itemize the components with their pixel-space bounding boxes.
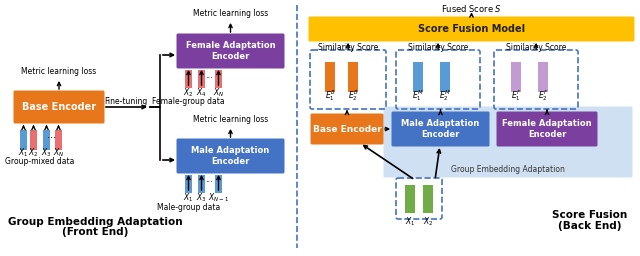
Text: Metric learning loss: Metric learning loss	[193, 8, 268, 17]
Text: Similarity Score: Similarity Score	[408, 42, 468, 51]
Text: $X_2$: $X_2$	[183, 87, 194, 99]
Bar	[348, 62, 358, 92]
Text: $X_1$: $X_1$	[19, 147, 29, 159]
Text: $E_1^F$: $E_1^F$	[511, 89, 522, 103]
FancyBboxPatch shape	[392, 112, 490, 146]
Text: ...: ...	[205, 176, 213, 185]
Text: Male-group data: Male-group data	[157, 202, 220, 211]
Text: Male Adaptation
Encoder: Male Adaptation Encoder	[191, 146, 269, 166]
Text: (Back End): (Back End)	[558, 221, 621, 231]
Text: $X_N$: $X_N$	[52, 147, 64, 159]
Bar	[185, 175, 192, 193]
Text: Metric learning loss: Metric learning loss	[21, 68, 97, 77]
Bar	[440, 62, 450, 92]
Bar	[511, 62, 521, 92]
Text: Score Fusion: Score Fusion	[552, 210, 628, 220]
Text: $X_2$: $X_2$	[423, 216, 433, 228]
Text: ...: ...	[205, 70, 213, 80]
Bar	[198, 70, 205, 88]
Bar	[198, 175, 205, 193]
Text: $E_2^F$: $E_2^F$	[538, 89, 548, 103]
Bar	[423, 185, 433, 213]
Text: $X_3$: $X_3$	[41, 147, 52, 159]
Text: $E_2^B$: $E_2^B$	[348, 89, 358, 103]
Text: $X_N$: $X_N$	[212, 87, 224, 99]
FancyBboxPatch shape	[13, 91, 104, 123]
Text: $X_3$: $X_3$	[196, 192, 207, 204]
Bar	[215, 70, 222, 88]
Text: Female Adaptation
Encoder: Female Adaptation Encoder	[502, 119, 592, 139]
Text: Female-group data: Female-group data	[152, 97, 225, 105]
Bar	[30, 130, 37, 150]
Text: $X_1$: $X_1$	[183, 192, 194, 204]
FancyBboxPatch shape	[177, 138, 285, 174]
Text: $X_4$: $X_4$	[196, 87, 207, 99]
Text: Group Embedding Adaptation: Group Embedding Adaptation	[451, 165, 565, 175]
Text: Fused Score $S$: Fused Score $S$	[441, 4, 502, 15]
Text: (Front End): (Front End)	[62, 227, 128, 237]
Text: Group-mixed data: Group-mixed data	[5, 157, 75, 166]
Text: Similarity Score: Similarity Score	[506, 42, 566, 51]
FancyBboxPatch shape	[310, 113, 383, 144]
Bar	[43, 130, 50, 150]
Text: ...: ...	[47, 130, 56, 140]
Bar	[185, 70, 192, 88]
Bar	[20, 130, 27, 150]
Text: $X_2$: $X_2$	[28, 147, 39, 159]
Text: $X_1$: $X_1$	[404, 216, 415, 228]
Text: $E_2^M$: $E_2^M$	[439, 89, 451, 103]
Text: Base Encoder: Base Encoder	[22, 102, 96, 112]
Text: Fine-tuning: Fine-tuning	[104, 98, 148, 106]
Bar	[413, 62, 423, 92]
Text: Female Adaptation
Encoder: Female Adaptation Encoder	[186, 41, 275, 61]
Text: Group Embedding Adaptation: Group Embedding Adaptation	[8, 217, 182, 227]
Text: Base Encoder: Base Encoder	[312, 124, 381, 133]
Bar	[405, 185, 415, 213]
FancyBboxPatch shape	[497, 112, 598, 146]
Bar	[215, 175, 222, 193]
Text: Metric learning loss: Metric learning loss	[193, 115, 268, 124]
Text: Score Fusion Model: Score Fusion Model	[418, 24, 525, 34]
Text: Male Adaptation
Encoder: Male Adaptation Encoder	[401, 119, 479, 139]
FancyBboxPatch shape	[383, 106, 632, 177]
FancyBboxPatch shape	[177, 34, 285, 69]
Text: Similarity Score: Similarity Score	[318, 42, 378, 51]
Bar	[55, 130, 62, 150]
Bar	[325, 62, 335, 92]
FancyBboxPatch shape	[308, 16, 634, 41]
Text: $E_1^B$: $E_1^B$	[324, 89, 335, 103]
Text: $E_1^M$: $E_1^M$	[412, 89, 424, 103]
Bar	[538, 62, 548, 92]
Text: $X_{N-1}$: $X_{N-1}$	[208, 192, 229, 204]
